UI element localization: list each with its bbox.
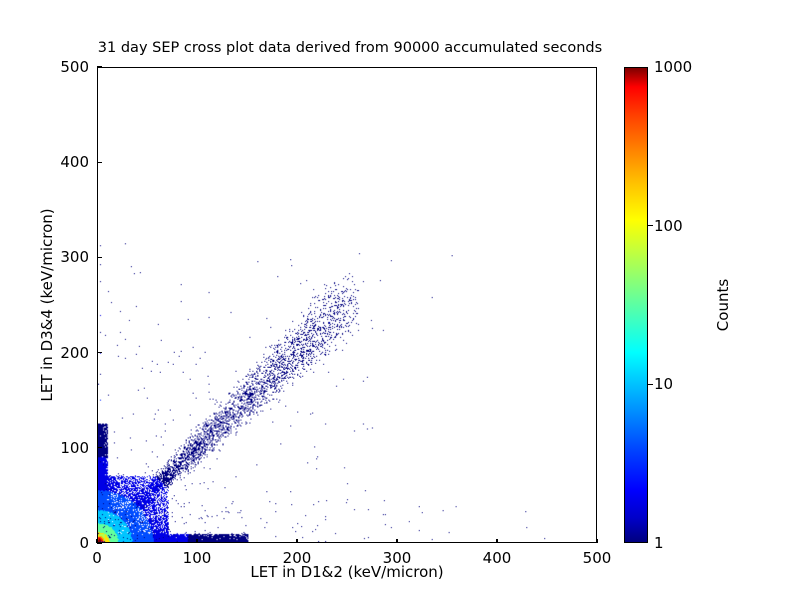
y-tick-mark [97, 256, 102, 258]
y-tick-label: 300 [60, 248, 89, 267]
colorbar-title: Counts [714, 278, 732, 332]
x-tick-label: 0 [92, 549, 102, 567]
colorbar-tick-label: 100 [654, 216, 683, 235]
plot-axes[interactable] [97, 67, 597, 543]
colorbar-gradient [624, 67, 648, 543]
x-tick-label: 400 [482, 549, 512, 567]
y-tick-mark [97, 161, 102, 163]
y-tick-mark [97, 352, 102, 354]
x-tick-mark [296, 538, 298, 543]
y-axis-label: LET in D3&4 (keV/micron) [38, 208, 56, 402]
x-axis-label: LET in D1&2 (keV/micron) [250, 563, 444, 581]
y-tick-label: 400 [60, 153, 89, 172]
x-tick-label: 500 [582, 549, 612, 567]
colorbar[interactable] [624, 67, 648, 543]
y-tick-label: 500 [60, 58, 89, 76]
y-tick-mark [97, 447, 102, 449]
colorbar-tick-label: 1 [654, 534, 664, 552]
x-tick-label: 100 [182, 549, 212, 567]
x-tick-label: 300 [382, 549, 412, 567]
x-tick-mark [596, 538, 598, 543]
x-tick-mark [496, 538, 498, 543]
y-tick-label: 100 [60, 438, 89, 457]
chart-title-line-1: 31 day SEP cross plot data derived from … [97, 40, 603, 56]
y-tick-mark [97, 542, 102, 544]
x-tick-label: 200 [282, 549, 312, 567]
x-tick-mark [196, 538, 198, 543]
x-tick-mark [96, 538, 98, 543]
scatter-heatmap-canvas [98, 68, 596, 542]
y-tick-label: 200 [60, 343, 89, 362]
colorbar-tick-label: 10 [654, 375, 674, 394]
x-tick-mark [396, 538, 398, 543]
colorbar-tick-mark [648, 225, 653, 227]
y-tick-mark [97, 66, 102, 68]
y-tick-label: 0 [79, 534, 89, 552]
colorbar-tick-mark [648, 383, 653, 385]
colorbar-tick-label: 1000 [654, 58, 693, 76]
